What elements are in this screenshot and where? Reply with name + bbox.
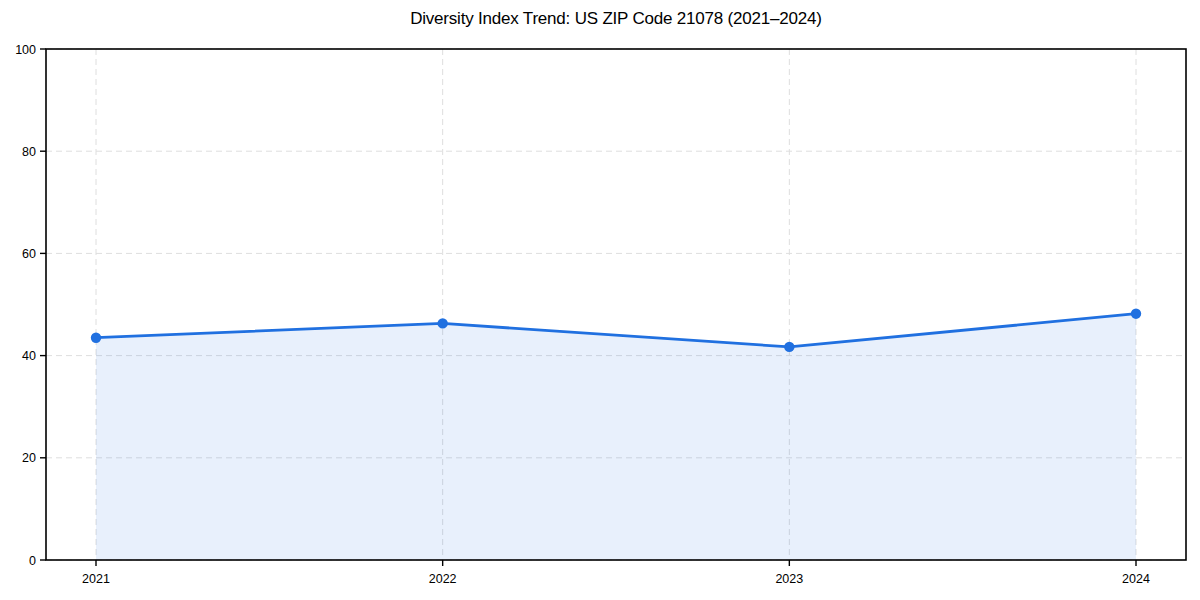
y-tick-label: 60 — [22, 247, 36, 261]
y-tick-label: 20 — [22, 451, 36, 465]
y-tick-label: 40 — [22, 349, 36, 363]
x-tick-label: 2022 — [429, 572, 457, 586]
y-tick-label: 0 — [29, 554, 36, 568]
data-point-marker — [91, 333, 101, 343]
x-tick-label: 2023 — [775, 572, 803, 586]
data-point-marker — [437, 318, 447, 328]
data-point-marker — [1131, 308, 1141, 318]
data-point-marker — [784, 342, 794, 352]
plot-canvas: 0 20 40 60 80 100 2021 2022 2023 2024 — [0, 0, 1200, 600]
y-tick-label: 100 — [15, 43, 36, 57]
x-tick-label: 2024 — [1122, 572, 1150, 586]
y-tick-label: 80 — [22, 145, 36, 159]
x-tick-label: 2021 — [82, 572, 110, 586]
area-fill — [96, 314, 1136, 560]
line-chart-figure: Diversity Index Trend: US ZIP Code 21078… — [0, 0, 1200, 600]
